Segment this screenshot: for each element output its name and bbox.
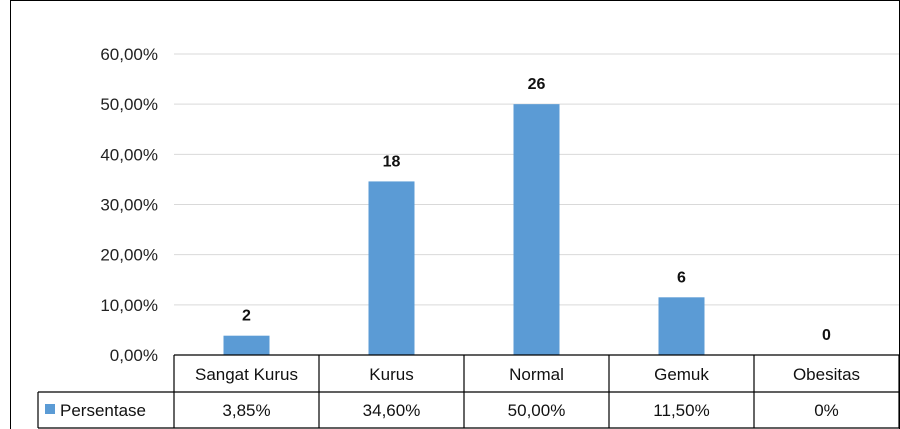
category-label: Gemuk (654, 365, 709, 384)
y-tick-label: 50,00% (100, 95, 158, 114)
series-name: Persentase (60, 401, 146, 420)
category-label: Normal (509, 365, 564, 384)
chart-frame (10, 0, 900, 429)
table-value: 3,85% (222, 401, 270, 420)
data-label: 0 (822, 327, 831, 344)
table-value: 0% (814, 401, 839, 420)
y-tick-label: 60,00% (100, 45, 158, 64)
bar (368, 181, 415, 355)
y-tick-label: 0,00% (110, 346, 158, 365)
y-tick-label: 40,00% (100, 145, 158, 164)
category-label: Kurus (369, 365, 413, 384)
table-value: 11,50% (653, 401, 709, 420)
table-value: 50,00% (508, 401, 566, 420)
bar (658, 297, 705, 355)
legend-swatch (45, 404, 55, 414)
bar (223, 335, 270, 355)
data-label: 6 (677, 269, 686, 286)
y-tick-label: 20,00% (100, 246, 158, 265)
bar (513, 104, 560, 356)
category-label: Sangat Kurus (195, 365, 298, 384)
data-label: 18 (383, 153, 401, 170)
data-label: 2 (242, 308, 251, 325)
y-tick-label: 10,00% (100, 296, 158, 315)
table-value: 34,60% (363, 401, 421, 420)
data-label: 26 (528, 76, 546, 93)
y-tick-label: 30,00% (100, 196, 158, 215)
category-label: Obesitas (793, 365, 860, 384)
